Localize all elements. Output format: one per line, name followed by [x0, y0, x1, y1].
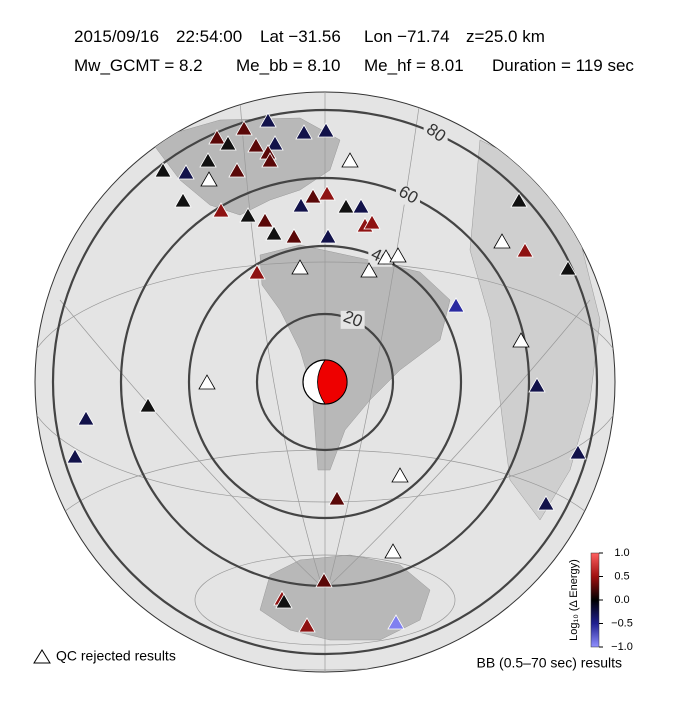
stations [66, 112, 587, 633]
distance-ring [187, 244, 463, 520]
station [174, 192, 192, 208]
station [247, 137, 265, 153]
station [248, 264, 266, 280]
station [266, 135, 284, 151]
station [77, 410, 95, 426]
station [66, 448, 84, 464]
station [447, 297, 465, 313]
station [304, 188, 322, 204]
station [261, 152, 279, 168]
station [139, 397, 157, 413]
station [265, 225, 283, 241]
colorbar-ticks: 1.0 0.5 0.0 −0.5 −1.0 [599, 547, 633, 653]
station [319, 228, 337, 244]
station [256, 212, 274, 228]
colorbar-label: Log₁₀ (Δ Energy) [568, 559, 580, 641]
station [285, 228, 303, 244]
station [200, 171, 218, 187]
station [219, 135, 237, 151]
colorbar-tick-label: 0.0 [614, 594, 629, 606]
station [318, 185, 336, 201]
header-item: 22:54:00 [176, 27, 242, 46]
header-item: Mw_GCMT = 8.2 [74, 56, 203, 75]
header-item: z=25.0 km [466, 27, 545, 46]
station [391, 467, 409, 483]
station [516, 242, 534, 258]
header-item: Lat −31.56 [260, 27, 341, 46]
header-item: 2015/09/16 [74, 27, 159, 46]
header-item: Me_bb = 8.10 [236, 56, 340, 75]
station [177, 164, 195, 180]
station [315, 572, 333, 588]
station [528, 377, 546, 393]
station [235, 120, 253, 136]
station [384, 543, 402, 559]
station [198, 374, 216, 390]
header-line-1: 2015/09/16 22:54:00 Lat −31.56 Lon −71.74 z=… [74, 27, 545, 46]
station [569, 444, 587, 460]
station [389, 247, 407, 263]
legend-results: BB (0.5–70 sec) results [476, 655, 622, 671]
colorbar-tick-label: −0.5 [611, 617, 633, 629]
beachball [302, 359, 348, 405]
station [259, 112, 277, 128]
station [317, 122, 335, 138]
station [275, 593, 293, 609]
station [352, 198, 370, 214]
ring-label-bg [395, 186, 420, 205]
station [292, 197, 310, 213]
station [537, 495, 555, 511]
colorbar-tick-label: 1.0 [614, 547, 629, 559]
colorbar-tick-label: −1.0 [611, 641, 633, 653]
colorbar [590, 552, 600, 648]
legend-rejected: QC rejected results [56, 648, 176, 664]
ring-label-bg [340, 310, 365, 329]
station [154, 162, 172, 178]
station [328, 490, 346, 506]
station [360, 262, 378, 278]
station [199, 152, 217, 168]
station [493, 233, 511, 249]
station [510, 192, 528, 208]
colorbar-tick-label: 0.5 [614, 570, 629, 582]
header-item: Lon −71.74 [364, 27, 450, 46]
station [363, 214, 381, 230]
station [387, 614, 405, 630]
station [291, 259, 309, 275]
header-line-2: Mw_GCMT = 8.2 Me_bb = 8.10 Me_hf = 8.01 Dur… [74, 56, 634, 75]
ring-label-bg [423, 124, 448, 143]
station [512, 332, 530, 348]
station [228, 162, 246, 178]
distance-ring [255, 312, 395, 452]
station [298, 617, 316, 633]
station [208, 129, 226, 145]
header-item: Duration = 119 sec [492, 56, 634, 75]
header-item: Me_hf = 8.01 [364, 56, 464, 75]
station [239, 207, 257, 223]
distance-ring [51, 108, 599, 656]
legend-symbol [33, 649, 51, 664]
station [377, 249, 395, 265]
station [341, 152, 359, 168]
station [337, 198, 355, 214]
station [295, 124, 313, 140]
station [559, 260, 577, 276]
station [212, 202, 230, 218]
